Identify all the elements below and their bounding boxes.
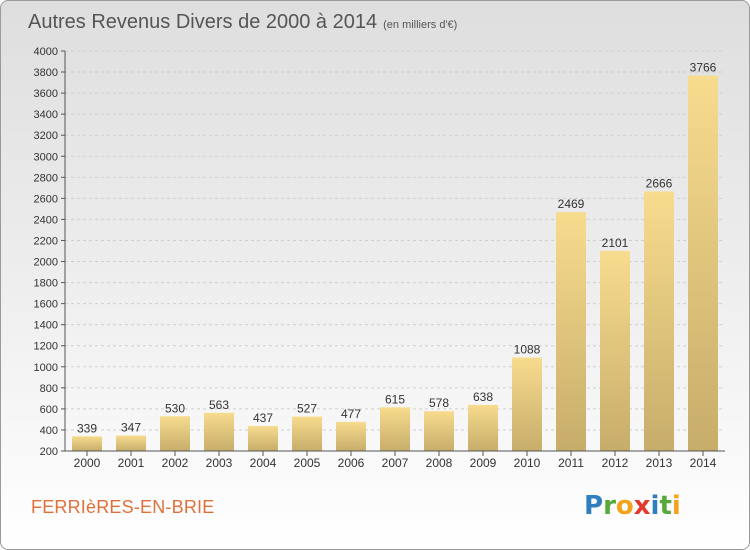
bar-value-label: 437 bbox=[253, 411, 273, 425]
bar bbox=[248, 426, 278, 451]
x-tick-label: 2000 bbox=[74, 456, 101, 470]
y-tick-label: 3600 bbox=[34, 88, 58, 100]
y-tick-label: 2200 bbox=[34, 235, 58, 247]
bar-value-label: 339 bbox=[77, 421, 97, 435]
logo-letter: o bbox=[615, 491, 634, 521]
logo-letter: x bbox=[633, 491, 651, 521]
y-tick-label: 200 bbox=[40, 446, 58, 458]
chart-title-text: Autres Revenus Divers de 2000 à 2014 bbox=[28, 11, 378, 33]
y-tick-label: 3000 bbox=[34, 151, 58, 163]
y-tick-label: 2000 bbox=[34, 257, 58, 269]
bar-value-label: 530 bbox=[165, 401, 185, 415]
bar bbox=[380, 407, 410, 451]
bar bbox=[336, 421, 366, 451]
y-tick-label: 800 bbox=[40, 383, 58, 395]
proxiti-logo: Proxiti bbox=[584, 491, 681, 521]
bar-value-label: 2666 bbox=[646, 176, 673, 190]
logo-letter: i bbox=[650, 491, 660, 521]
y-tick-label: 2400 bbox=[34, 214, 58, 226]
y-tick-label: 400 bbox=[40, 425, 58, 437]
bar-value-label: 527 bbox=[297, 402, 317, 416]
bar-value-label: 2469 bbox=[558, 197, 585, 211]
x-tick-label: 2011 bbox=[558, 456, 584, 470]
bar bbox=[600, 250, 630, 451]
y-tick-label: 1400 bbox=[34, 320, 58, 332]
x-tick-label: 2003 bbox=[206, 456, 233, 470]
x-tick-label: 2002 bbox=[162, 456, 189, 470]
y-tick-label: 600 bbox=[40, 404, 58, 416]
chart-subtitle: (en milliers d'€) bbox=[383, 19, 458, 31]
x-tick-label: 2014 bbox=[690, 456, 717, 470]
bar bbox=[292, 416, 322, 451]
bar bbox=[424, 411, 454, 451]
chart-title: Autres Revenus Divers de 2000 à 2014 (en … bbox=[28, 11, 457, 34]
bar-value-label: 638 bbox=[473, 390, 493, 404]
bar-value-label: 2101 bbox=[602, 236, 629, 250]
y-tick-label: 1000 bbox=[34, 362, 58, 374]
x-tick-label: 2010 bbox=[514, 456, 541, 470]
y-tick-label: 3800 bbox=[34, 67, 58, 79]
logo-letter: r bbox=[603, 491, 616, 521]
bar-value-label: 347 bbox=[121, 421, 141, 435]
x-tick-label: 2005 bbox=[294, 456, 321, 470]
x-tick-label: 2004 bbox=[250, 456, 277, 470]
x-tick-label: 2006 bbox=[338, 456, 365, 470]
bar bbox=[644, 191, 674, 451]
logo-letter: i bbox=[671, 491, 681, 521]
x-tick-label: 2009 bbox=[470, 456, 497, 470]
x-tick-label: 2008 bbox=[426, 456, 453, 470]
bar-value-label: 477 bbox=[341, 407, 361, 421]
x-axis-ticks: 2000 2001 2002 2003 2004 2005 2006 2007 2008 2009… bbox=[74, 451, 717, 470]
data-labels: 339 347 530 563 437 527 477 615 578 638 1088 2469 21… bbox=[77, 61, 717, 436]
bar-value-label: 563 bbox=[209, 398, 229, 412]
bar bbox=[116, 435, 146, 451]
logo-letter: t bbox=[659, 491, 672, 521]
y-tick-label: 1200 bbox=[34, 341, 58, 353]
x-tick-label: 2013 bbox=[646, 456, 673, 470]
bar bbox=[468, 404, 498, 451]
y-tick-label: 1800 bbox=[34, 278, 58, 290]
bar bbox=[204, 412, 234, 451]
commune-name: FERRIèRES-EN-BRIE bbox=[31, 497, 215, 517]
x-tick-label: 2001 bbox=[118, 456, 145, 470]
y-tick-label: 2600 bbox=[34, 193, 58, 205]
bar-value-label: 1088 bbox=[514, 343, 541, 357]
y-tick-label: 4000 bbox=[34, 46, 58, 58]
y-axis-ticks: 200 400 600 800 1000 1200 1400 1600 1800 2000 2200… bbox=[34, 46, 65, 458]
y-tick-label: 3200 bbox=[34, 130, 58, 142]
bar bbox=[160, 416, 190, 451]
bar bbox=[72, 436, 102, 451]
bar bbox=[512, 357, 542, 451]
bars bbox=[72, 75, 718, 451]
logo-letter: P bbox=[584, 491, 604, 521]
bar-value-label: 615 bbox=[385, 392, 405, 406]
y-tick-label: 2800 bbox=[34, 172, 58, 184]
bar bbox=[556, 212, 586, 451]
bar-value-label: 578 bbox=[429, 396, 449, 410]
x-tick-label: 2012 bbox=[602, 456, 629, 470]
y-tick-label: 3400 bbox=[34, 109, 58, 121]
bar-value-label: 3766 bbox=[690, 61, 717, 75]
bar bbox=[688, 75, 718, 451]
y-tick-label: 1600 bbox=[34, 299, 58, 311]
x-tick-label: 2007 bbox=[382, 456, 409, 470]
